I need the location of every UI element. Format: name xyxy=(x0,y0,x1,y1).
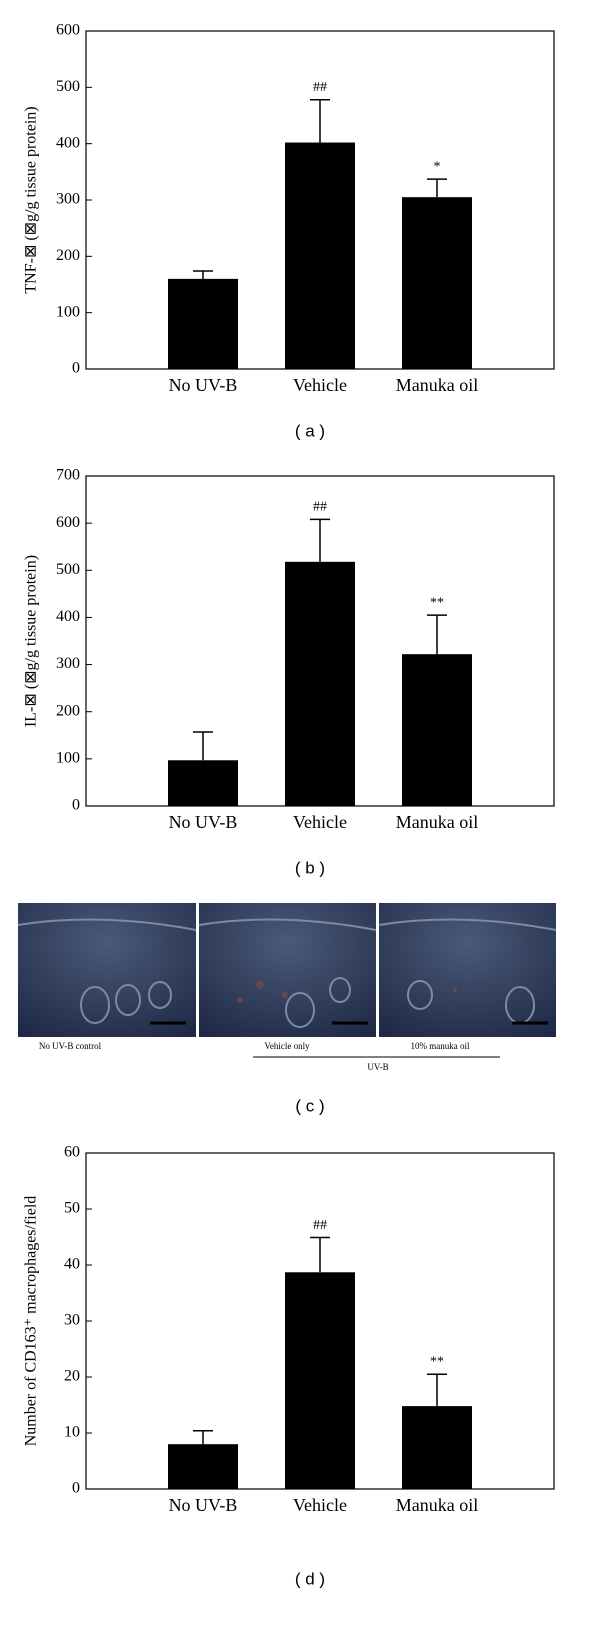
image-panel: No UV-B control Vehicle only 10% manuka … xyxy=(17,903,557,1115)
y-tick-label: 200 xyxy=(56,247,80,264)
significance-label: * xyxy=(434,159,441,174)
significance-label: ** xyxy=(430,595,444,610)
y-tick-label: 600 xyxy=(56,22,80,39)
panel-caption: ( c ) xyxy=(295,1096,324,1115)
error-bar xyxy=(427,614,447,655)
y-tick-label: 20 xyxy=(64,1368,80,1385)
y-tick-label: 500 xyxy=(56,561,80,578)
image-label: No UV-B control xyxy=(39,1041,102,1051)
x-tick-label: Vehicle xyxy=(293,375,347,395)
error-bar xyxy=(427,178,447,198)
image-label: Vehicle only xyxy=(264,1041,310,1051)
bar xyxy=(402,654,472,806)
significance-label: ## xyxy=(313,80,327,95)
error-bar xyxy=(193,1430,213,1445)
error-bar xyxy=(193,731,213,761)
y-tick-label: 100 xyxy=(56,750,80,767)
x-tick-label: Manuka oil xyxy=(396,375,479,395)
bar xyxy=(402,1406,472,1489)
y-tick-label: 0 xyxy=(72,360,80,377)
panel-caption: ( a ) xyxy=(295,421,325,440)
x-tick-label: Manuka oil xyxy=(396,812,479,832)
x-tick-label: Vehicle xyxy=(293,1495,347,1515)
tissue-structures xyxy=(17,918,557,1028)
bar xyxy=(285,1272,355,1489)
y-axis-label: TNF-⊠ (⊠g/g tissue protein) xyxy=(23,106,40,293)
y-tick-label: 0 xyxy=(72,797,80,814)
significance-label: ** xyxy=(430,1354,444,1369)
bar xyxy=(285,142,355,369)
y-tick-label: 700 xyxy=(56,467,80,484)
y-tick-label: 100 xyxy=(56,303,80,320)
x-tick-label: Vehicle xyxy=(293,812,347,832)
bar xyxy=(168,760,238,806)
error-bar xyxy=(310,518,330,562)
error-bar xyxy=(427,1373,447,1407)
panel-caption: ( d ) xyxy=(295,1569,325,1588)
significance-label: ## xyxy=(313,500,327,515)
y-tick-label: 300 xyxy=(56,191,80,208)
y-axis-label: IL-⊠ (⊠g/g tissue protein) xyxy=(23,555,40,727)
y-tick-label: 600 xyxy=(56,514,80,531)
y-tick-label: 50 xyxy=(64,1200,80,1217)
y-tick-label: 400 xyxy=(56,608,80,625)
stain xyxy=(237,981,457,1003)
y-tick-label: 40 xyxy=(64,1256,80,1273)
y-tick-label: 400 xyxy=(56,134,80,151)
bar xyxy=(285,561,355,806)
y-tick-label: 300 xyxy=(56,655,80,672)
x-tick-label: Manuka oil xyxy=(396,1495,479,1515)
y-tick-label: 60 xyxy=(64,1144,80,1161)
significance-label: ## xyxy=(313,1218,327,1233)
bar xyxy=(168,278,238,369)
y-tick-label: 30 xyxy=(64,1312,80,1329)
y-tick-label: 0 xyxy=(72,1480,80,1497)
x-tick-label: No UV-B xyxy=(169,375,238,395)
error-bar xyxy=(310,1236,330,1273)
image-label: 10% manuka oil xyxy=(411,1041,470,1051)
y-tick-label: 10 xyxy=(64,1424,80,1441)
error-bar xyxy=(193,270,213,279)
group-label: UV-B xyxy=(367,1062,388,1072)
x-tick-label: No UV-B xyxy=(169,812,238,832)
micrograph xyxy=(18,903,196,1037)
error-bar xyxy=(310,98,330,143)
y-axis-label: Number of CD163⁺ macrophages/field xyxy=(23,1196,40,1447)
bar xyxy=(168,1444,238,1489)
bar xyxy=(402,197,472,369)
y-tick-label: 500 xyxy=(56,78,80,95)
x-tick-label: No UV-B xyxy=(169,1495,238,1515)
y-tick-label: 200 xyxy=(56,702,80,719)
panel-caption: ( b ) xyxy=(295,858,325,877)
